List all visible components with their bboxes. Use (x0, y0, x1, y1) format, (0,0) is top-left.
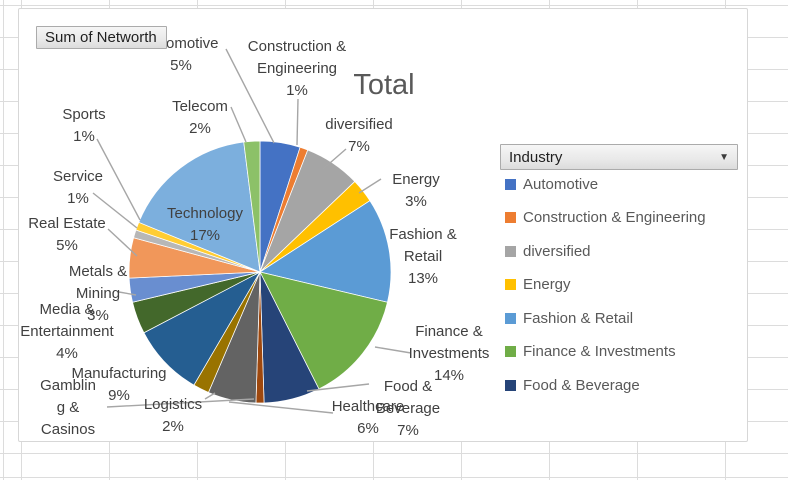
leader-line-automotive (225, 48, 275, 144)
leader-line-diversified (322, 148, 347, 170)
legend: Automotive Construction & Engineering dive… (505, 175, 706, 394)
leader-line-food-beverage (306, 383, 370, 392)
value-field-label: Sum of Networth (45, 29, 157, 46)
pie-slice-technology[interactable] (138, 141, 261, 273)
leader-line-construction-engineering (296, 98, 299, 146)
pivot-chart[interactable]: Automotive 5% Construction & Engineering 1% T… (18, 8, 748, 442)
legend-label: Automotive (523, 175, 599, 193)
leader-line-healthcare (228, 401, 334, 414)
legend-item-automotive: Automotive (505, 175, 706, 193)
leader-line-real-estate (107, 228, 138, 257)
legend-item-fashion-retail: Fashion & Retail (505, 309, 706, 327)
legend-swatch-icon (505, 279, 516, 290)
value-field-button[interactable]: Sum of Networth (36, 26, 167, 49)
legend-label: Construction & Engineering (523, 209, 706, 226)
legend-swatch-icon (505, 312, 516, 324)
legend-item-energy: Energy (505, 276, 706, 294)
legend-swatch-icon (505, 178, 516, 190)
legend-swatch-icon (505, 379, 516, 391)
leader-line-metals-mining (118, 291, 137, 296)
chevron-down-icon: ▼ (719, 151, 729, 163)
leader-line-energy (358, 178, 382, 194)
legend-swatch-icon (505, 212, 516, 223)
pie-slice-finance-investments[interactable] (259, 271, 388, 390)
leader-line-sports (96, 138, 141, 221)
pie-slice-telecom[interactable] (243, 140, 261, 273)
pie-slice-fashion-retail[interactable] (259, 200, 392, 303)
chart-title: Total (353, 69, 415, 101)
leader-line-telecom (230, 106, 247, 143)
legend-field-label: Industry (509, 148, 563, 166)
leader-line-logistics (204, 392, 216, 400)
leader-line-service (92, 192, 138, 229)
legend-item-food-beverage: Food & Beverage (505, 376, 706, 394)
legend-label: Finance & Investments (523, 343, 676, 360)
spreadsheet-gridline (0, 477, 788, 478)
legend-item-finance-investments: Finance & Investments (505, 343, 706, 361)
legend-item-diversified: diversified (505, 242, 706, 260)
legend-label: Fashion & Retail (523, 309, 634, 327)
legend-label: diversified (523, 242, 591, 260)
spreadsheet-gridline (3, 0, 4, 480)
legend-swatch-icon (505, 245, 516, 257)
legend-label: Energy (523, 276, 571, 293)
legend-field-button[interactable]: Industry ▼ (500, 144, 738, 170)
legend-item-construction-engineering: Construction & Engineering (505, 209, 706, 227)
legend-label: Food & Beverage (523, 376, 640, 394)
pie-chart-svg (92, 48, 412, 414)
leader-line-finance-investments (374, 346, 412, 354)
leader-line-gambling-casinos (106, 398, 255, 408)
legend-swatch-icon (505, 346, 516, 357)
